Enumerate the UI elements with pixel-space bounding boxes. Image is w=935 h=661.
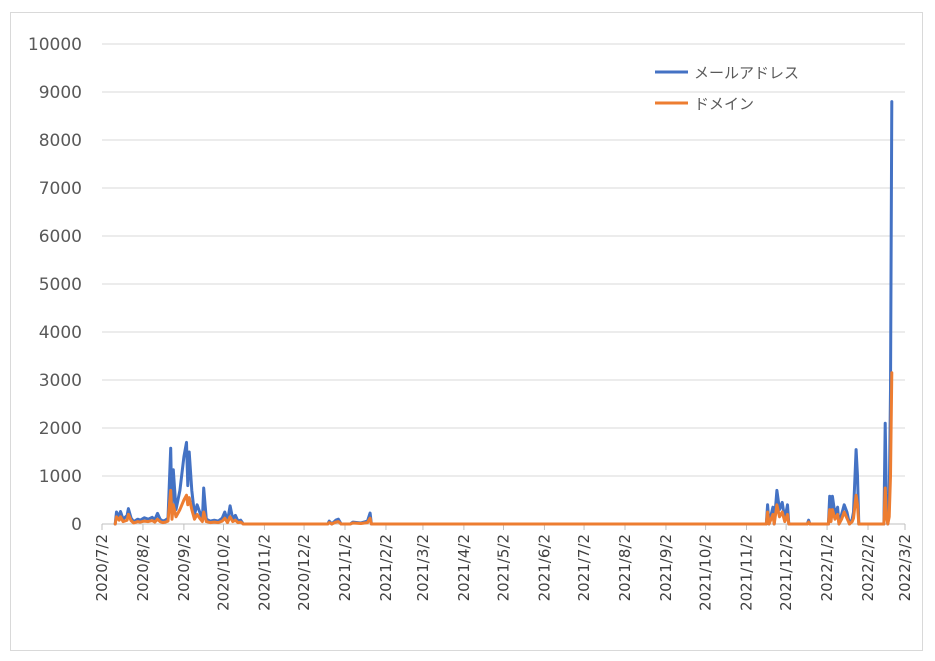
- y-tick-label: 10000: [28, 35, 82, 55]
- x-tick-label: 2021/12/2: [777, 534, 795, 611]
- x-tick-label: 2021/11/2: [738, 534, 756, 611]
- x-tick-label: 2021/4/2: [455, 534, 473, 601]
- x-tick-label: 2021/7/2: [575, 534, 593, 601]
- y-tick-label: 7000: [39, 179, 82, 199]
- x-tick-label: 2022/3/2: [896, 534, 914, 601]
- x-tick-label: 2021/10/2: [697, 534, 715, 611]
- y-tick-label: 9000: [39, 83, 82, 103]
- series-lines: [113, 100, 894, 526]
- y-tick-label: 8000: [39, 131, 82, 151]
- y-axis-ticks: 0 1000 2000 3000 4000 5000 6000 7000 8000 9000 100…: [28, 35, 82, 535]
- x-tick-label: 2021/3/2: [414, 534, 432, 601]
- legend: メールアドレス ドメイン: [655, 64, 799, 113]
- y-tick-label: 4000: [39, 323, 82, 343]
- y-tick-label: 0: [71, 515, 82, 535]
- x-axis: 2020/7/2 2020/8/2 2020/9/2 2020/10/2 2020/11…: [93, 524, 914, 611]
- x-tick-label: 2020/10/2: [215, 534, 233, 611]
- y-tick-label: 1000: [39, 467, 82, 487]
- y-tick-label: 5000: [39, 275, 82, 295]
- x-tick-label: 2020/12/2: [295, 534, 313, 611]
- x-tick-label: 2022/2/2: [859, 534, 877, 601]
- x-tick-label: 2020/9/2: [175, 534, 193, 601]
- x-tick-label: 2020/7/2: [93, 534, 111, 601]
- x-tick-label: 2021/5/2: [495, 534, 513, 601]
- x-tick-label: 2021/2/2: [377, 534, 395, 601]
- x-tick-label: 2020/8/2: [134, 534, 152, 601]
- y-tick-label: 6000: [39, 227, 82, 247]
- x-tick-label: 2021/9/2: [657, 534, 675, 601]
- legend-label-domain: ドメイン: [694, 95, 754, 113]
- legend-label-email: メールアドレス: [694, 64, 799, 82]
- gridlines: [102, 43, 905, 525]
- y-tick-label: 2000: [39, 419, 82, 439]
- x-tick-label: 2021/8/2: [616, 534, 634, 601]
- x-tick-label: 2021/1/2: [336, 534, 354, 601]
- x-tick-label: 2021/6/2: [535, 534, 553, 601]
- series-line-domain: [113, 371, 894, 526]
- series-line-email: [113, 100, 894, 526]
- x-tick-label: 2020/11/2: [255, 534, 273, 611]
- x-tick-label: 2022/1/2: [818, 534, 836, 601]
- y-tick-label: 3000: [39, 371, 82, 391]
